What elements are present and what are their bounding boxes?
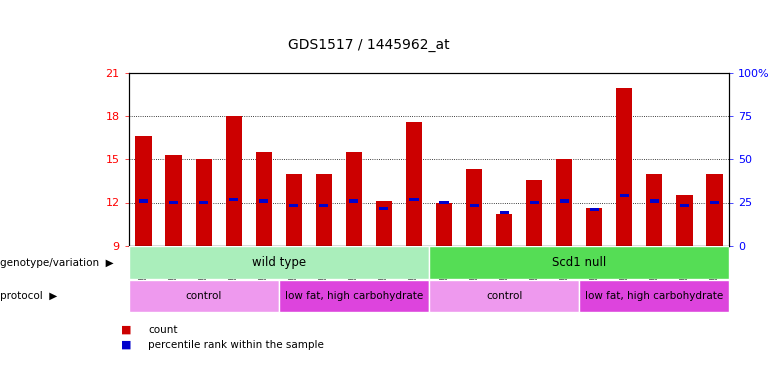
Bar — [586, 208, 602, 246]
Bar — [319, 204, 328, 207]
Bar — [646, 174, 662, 246]
Bar — [556, 159, 573, 246]
Bar — [679, 204, 689, 207]
Bar — [279, 280, 429, 312]
Bar — [129, 280, 279, 312]
Bar — [169, 201, 179, 204]
Bar — [289, 204, 299, 207]
Bar — [379, 207, 388, 210]
Bar — [706, 174, 722, 246]
Bar — [406, 122, 422, 246]
Bar — [710, 201, 719, 204]
Bar — [429, 246, 729, 279]
Text: protocol  ▶: protocol ▶ — [0, 291, 57, 301]
Bar — [199, 201, 208, 204]
Bar — [410, 198, 419, 201]
Bar — [676, 195, 693, 246]
Bar — [496, 214, 512, 246]
Text: wild type: wild type — [252, 256, 306, 269]
Text: low fat, high carbohydrate: low fat, high carbohydrate — [585, 291, 723, 301]
Text: GDS1517 / 1445962_at: GDS1517 / 1445962_at — [288, 39, 450, 53]
Bar — [580, 280, 729, 312]
Text: percentile rank within the sample: percentile rank within the sample — [148, 340, 324, 350]
Bar — [285, 174, 302, 246]
Text: ■: ■ — [121, 325, 131, 335]
Bar — [229, 198, 239, 201]
Text: low fat, high carbohydrate: low fat, high carbohydrate — [285, 291, 423, 301]
Bar — [349, 200, 359, 202]
Bar — [256, 152, 272, 246]
Bar — [165, 155, 182, 246]
Bar — [196, 159, 212, 246]
Bar — [466, 170, 482, 246]
Bar — [530, 201, 539, 204]
Bar — [650, 200, 659, 202]
Bar — [559, 200, 569, 202]
Bar — [129, 246, 729, 289]
Bar — [129, 246, 429, 279]
Bar — [619, 194, 629, 197]
Bar — [526, 180, 542, 246]
Bar — [616, 87, 633, 246]
Bar — [436, 202, 452, 246]
Bar — [439, 201, 448, 204]
Text: Scd1 null: Scd1 null — [552, 256, 606, 269]
Bar — [470, 204, 479, 207]
Text: control: control — [186, 291, 222, 301]
Bar — [499, 211, 509, 214]
Bar — [346, 152, 362, 246]
Text: control: control — [486, 291, 523, 301]
Bar — [316, 174, 332, 246]
Text: count: count — [148, 325, 178, 335]
Bar — [139, 200, 148, 202]
Bar — [429, 280, 580, 312]
Bar — [259, 200, 268, 202]
Bar — [590, 208, 599, 211]
Bar — [376, 201, 392, 246]
Bar — [225, 116, 242, 246]
Text: ■: ■ — [121, 340, 131, 350]
Bar — [136, 136, 152, 246]
Text: genotype/variation  ▶: genotype/variation ▶ — [0, 258, 114, 267]
